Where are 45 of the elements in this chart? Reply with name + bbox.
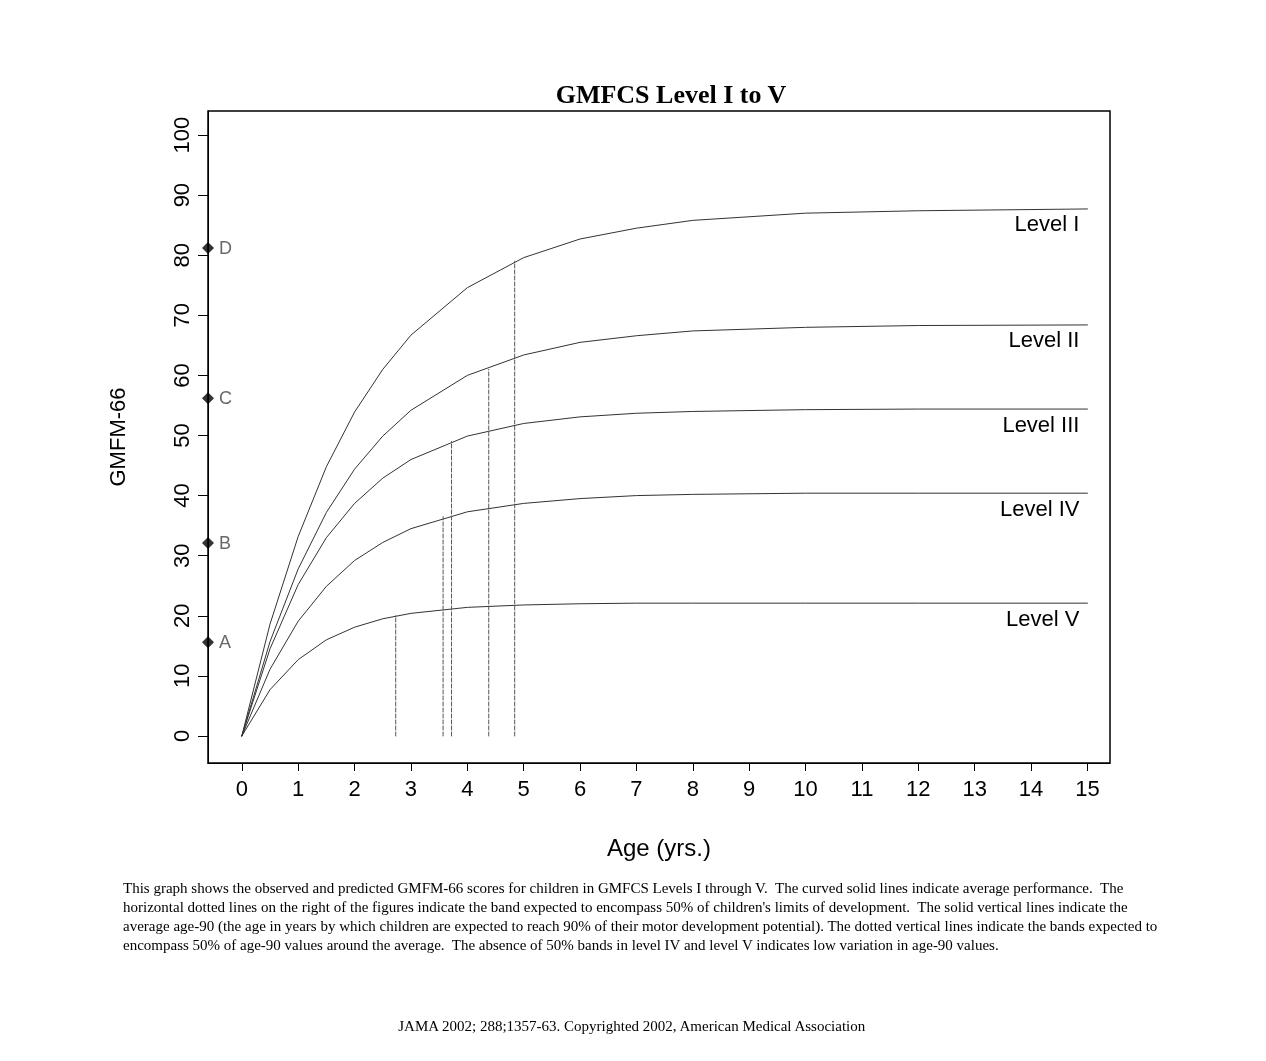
series-label: Level III	[1002, 411, 1080, 437]
y-tick-label: 90	[168, 182, 194, 208]
y-tick-label: 60	[168, 363, 194, 388]
x-axis-title: Age (yrs.)	[606, 833, 712, 861]
x-tick-label: 4	[461, 775, 474, 801]
x-tick-label: 3	[404, 775, 418, 801]
x-tick-label: 10	[793, 775, 818, 801]
y-axis-title: GMFM-66	[104, 387, 130, 487]
x-tick-label: 15	[1075, 775, 1100, 801]
data-label: A	[219, 632, 232, 653]
x-tick-label: 5	[517, 775, 530, 801]
series-label: Level II	[1008, 327, 1080, 353]
y-tick-label: 0	[168, 729, 194, 743]
x-tick-label: 12	[906, 775, 931, 801]
x-tick-label: 11	[850, 775, 874, 801]
y-tick-label: 40	[168, 483, 194, 508]
data-label: D	[219, 238, 232, 259]
y-tick-label: 30	[168, 543, 194, 568]
x-tick-label: 7	[630, 775, 643, 801]
point	[202, 537, 214, 550]
y-tick-label: 70	[168, 303, 194, 328]
x-tick-label: 2	[348, 775, 361, 801]
data-label: B	[219, 533, 232, 554]
x-tick-label: 0	[235, 775, 248, 801]
x-tick-label: 6	[573, 775, 587, 801]
series-label: Level IV	[999, 495, 1080, 521]
y-tick-label: 80	[168, 242, 194, 268]
text: This graph shows the observed and predicted GMFM-66 scores for children in GMFCS Levels I through V. The curved solid lines indicate average performance. The horizontal dotted lines on the right of the figures indicate the band expected to encompass 50% of children's limits of development. The solid vertical lines indicate the average age-90 (the age in years by which children are expected to reach 90% of their motor development potential). The dotted vertical lines indicate the bands expected to encompass 50% of age-90 values around the average. The absence of 50% bands in level IV and level V indicates low variation in age-90 values.	[123, 879, 1162, 953]
series-label: Level I	[1014, 211, 1080, 237]
x-tick-label: 14	[1018, 775, 1044, 801]
y-tick-label: 50	[168, 423, 194, 448]
x-tick-label: 1	[292, 775, 305, 801]
point	[202, 636, 214, 649]
x-tick-label: 13	[962, 775, 987, 801]
x-tick-label: 9	[743, 775, 756, 801]
y-tick-label: 10	[168, 663, 194, 689]
y-tick-label: 20	[168, 603, 194, 629]
text: JAMA 2002; 288;1357-63. Copyrighted 2002, American Medical Association	[398, 1017, 866, 1034]
x-tick-label: 8	[686, 775, 699, 801]
point	[202, 242, 214, 255]
chart-title: GMFCS Level I to V	[555, 79, 787, 109]
series-label: Level V	[1006, 605, 1080, 631]
point	[202, 392, 214, 405]
data-label: C	[219, 388, 232, 409]
y-tick-label: 100	[168, 116, 194, 154]
